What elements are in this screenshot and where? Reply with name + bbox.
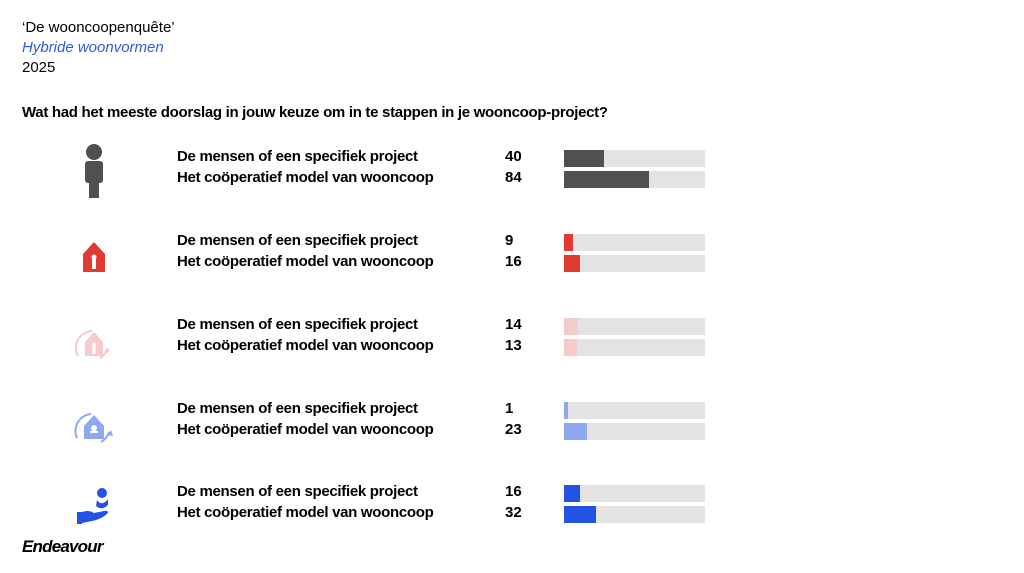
bar-track: [564, 234, 705, 251]
house-icon: [64, 224, 124, 284]
bar-track: [564, 423, 705, 440]
endeavour-logo: Endeavour: [22, 537, 103, 556]
bar: [564, 339, 577, 356]
chart-group-4: De mensen of een specifiek project 1 Het c…: [0, 400, 1024, 446]
bar-track: [564, 506, 705, 523]
bar-value-label: 32: [505, 504, 522, 521]
bar: [564, 485, 580, 502]
report-subtitle: Hybride woonvormen: [22, 39, 164, 56]
report-header: ‘De wooncoopenquête’ Hybride woonvormen …: [22, 18, 175, 78]
bar-value-label: 84: [505, 169, 522, 186]
bar: [564, 255, 580, 272]
bar-row: De mensen of een specifiek project 40: [0, 148, 1024, 169]
bar-track: [564, 485, 705, 502]
bar-row: De mensen of een specifiek project 9: [0, 232, 1024, 253]
bar: [564, 318, 578, 335]
bar-category-label: Het coöperatief model van wooncoop: [177, 421, 434, 438]
bar-track: [564, 339, 705, 356]
bar-track: [564, 255, 705, 272]
bar-row: Het coöperatief model van wooncoop 16: [0, 253, 1024, 274]
bar-category-label: De mensen of een specifiek project: [177, 148, 418, 165]
bar-track: [564, 402, 705, 419]
bar-value-label: 14: [505, 316, 522, 333]
report-title: ‘De wooncoopenquête’: [22, 19, 175, 36]
bar: [564, 506, 596, 523]
bar-row: De mensen of een specifiek project 14: [0, 316, 1024, 337]
bar-row: De mensen of een specifiek project 16: [0, 483, 1024, 504]
report-year: 2025: [22, 59, 56, 76]
bar-category-label: De mensen of een specifiek project: [177, 483, 418, 500]
bar-row: Het coöperatief model van wooncoop 32: [0, 504, 1024, 525]
bar-track: [564, 150, 705, 167]
bar-category-label: Het coöperatief model van wooncoop: [177, 337, 434, 354]
bar-track: [564, 171, 705, 188]
bar-value-label: 23: [505, 421, 522, 438]
house-cycle-icon: [64, 308, 124, 368]
bar-row: Het coöperatief model van wooncoop 84: [0, 169, 1024, 190]
bar: [564, 423, 587, 440]
house-key-cycle-icon: [64, 392, 124, 452]
bar: [564, 171, 649, 188]
bar-row: Het coöperatief model van wooncoop 13: [0, 337, 1024, 358]
bar: [564, 150, 604, 167]
bar-value-label: 16: [505, 253, 522, 270]
bar-row: Het coöperatief model van wooncoop 23: [0, 421, 1024, 442]
bar-track: [564, 318, 705, 335]
chart-group-1: De mensen of een specifiek project 40 Het …: [0, 144, 1024, 198]
bar-category-label: De mensen of een specifiek project: [177, 400, 418, 417]
chart-question: Wat had het meeste doorslag in jouw keuz…: [22, 104, 608, 121]
bar-value-label: 1: [505, 400, 514, 417]
bar-category-label: Het coöperatief model van wooncoop: [177, 253, 434, 270]
bar-category-label: De mensen of een specifiek project: [177, 232, 418, 249]
bar: [564, 234, 573, 251]
bar-category-label: Het coöperatief model van wooncoop: [177, 169, 434, 186]
bar-value-label: 13: [505, 337, 522, 354]
person-icon: [64, 140, 124, 200]
bar-value-label: 40: [505, 148, 522, 165]
bar-category-label: Het coöperatief model van wooncoop: [177, 504, 434, 521]
bar-row: De mensen of een specifiek project 1: [0, 400, 1024, 421]
hand-person-icon: [64, 475, 124, 535]
bar-category-label: De mensen of een specifiek project: [177, 316, 418, 333]
chart-group-2: De mensen of een specifiek project 9 Het c…: [0, 232, 1024, 278]
bar-value-label: 16: [505, 483, 522, 500]
bar: [564, 402, 568, 419]
chart-group-3: De mensen of een specifiek project 14 Het …: [0, 316, 1024, 362]
bar-value-label: 9: [505, 232, 514, 249]
chart-group-5: De mensen of een specifiek project 16 Het …: [0, 483, 1024, 529]
